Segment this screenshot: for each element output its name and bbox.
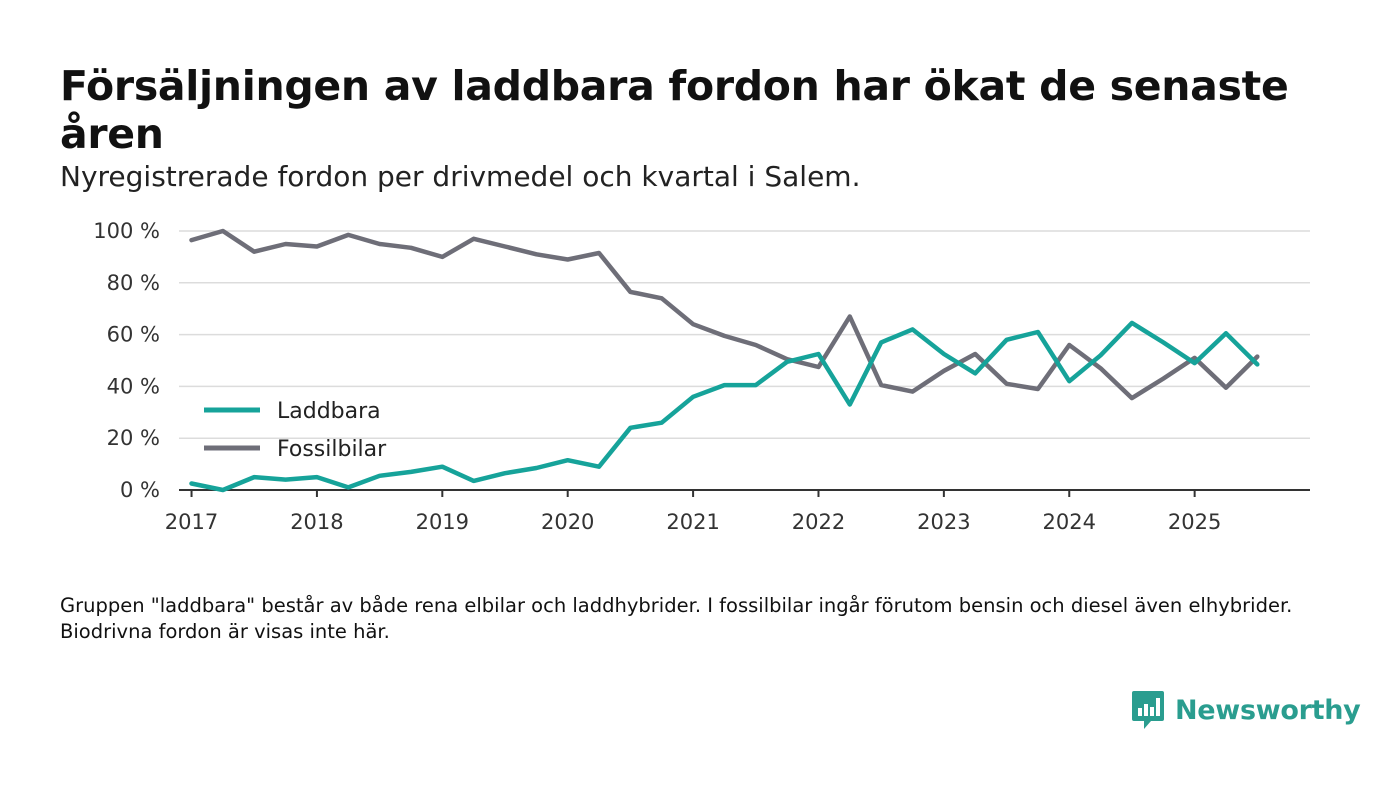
y-tick-label: 20 % (107, 426, 160, 450)
series-lines (189, 228, 1260, 493)
chart-title: Försäljningen av laddbara fordon har öka… (60, 62, 1289, 158)
y-tick-label: 100 % (93, 219, 160, 243)
chart-subtitle: Nyregistrerade fordon per drivmedel och … (60, 160, 861, 193)
brand-name: Newsworthy (1175, 694, 1361, 726)
x-tick-label: 2018 (290, 510, 343, 534)
line-chart: 0 % 20 % 40 % 60 % 80 % 100 % 2017 2018 2019 202… (93, 219, 1310, 534)
legend-label-laddbara: Laddbara (277, 399, 381, 424)
x-tick-label: 2024 (1043, 510, 1096, 534)
y-tick-label: 80 % (107, 271, 160, 295)
footnote: Gruppen "laddbara" består av både rena e… (60, 594, 1293, 643)
x-tick-label: 2025 (1168, 510, 1221, 534)
legend: Laddbara Fossilbilar (204, 399, 387, 462)
x-axis: 2017 2018 2019 2020 2021 2022 2023 2024 2025 (165, 489, 1310, 534)
x-tick-label: 2022 (792, 510, 845, 534)
series-line-fossilbilar (189, 228, 1260, 401)
x-tick-label: 2019 (416, 510, 469, 534)
legend-label-fossilbilar: Fossilbilar (277, 437, 387, 462)
series-line-laddbara (189, 320, 1260, 493)
x-tick-label: 2023 (917, 510, 970, 534)
y-tick-label: 40 % (107, 374, 160, 398)
x-tick-label: 2021 (666, 510, 719, 534)
brand-logo: Newsworthy (1131, 690, 1361, 730)
y-tick-label: 0 % (120, 478, 160, 502)
x-tick-label: 2017 (165, 510, 218, 534)
y-tick-label: 60 % (107, 323, 160, 347)
x-tick-label: 2020 (541, 510, 594, 534)
newsworthy-logo-icon (1132, 691, 1164, 729)
y-axis-ticks: 0 % 20 % 40 % 60 % 80 % 100 % (93, 219, 160, 502)
